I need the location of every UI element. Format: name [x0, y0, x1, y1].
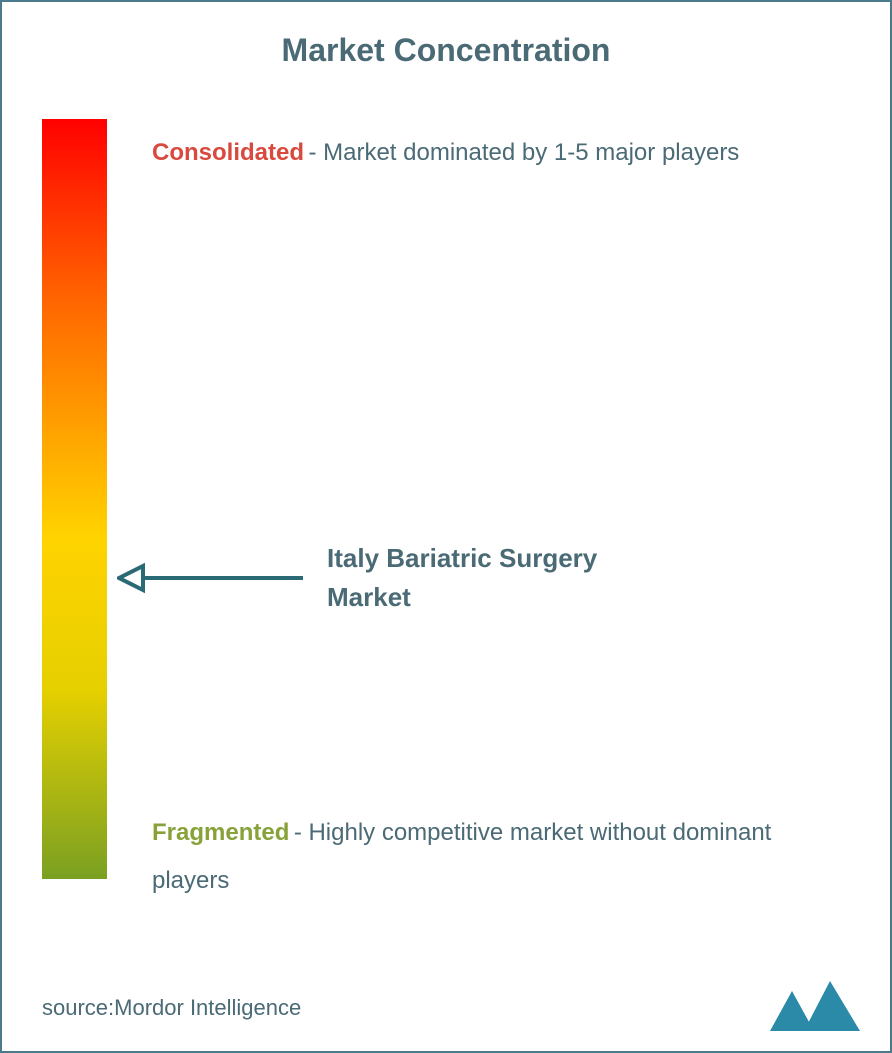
- consolidated-description: - Market dominated by 1-5 major players: [308, 139, 739, 166]
- chart-title: Market Concentration: [42, 32, 850, 69]
- source-attribution: source:Mordor Intelligence: [42, 995, 301, 1021]
- consolidated-label: Consolidated: [152, 139, 304, 166]
- mordor-logo-icon: [770, 981, 860, 1031]
- content-area: Consolidated - Market dominated by 1-5 m…: [42, 119, 850, 919]
- chart-container: Market Concentration Consolidated - Mark…: [0, 0, 892, 1053]
- consolidated-label-group: Consolidated - Market dominated by 1-5 m…: [152, 129, 852, 177]
- concentration-gradient-bar: [42, 119, 107, 879]
- fragmented-label: Fragmented: [152, 819, 289, 846]
- market-pointer-group: Italy Bariatric Surgery Market: [117, 539, 627, 617]
- fragmented-label-group: Fragmented - Highly competitive market w…: [152, 809, 852, 905]
- market-name-label: Italy Bariatric Surgery Market: [327, 539, 627, 617]
- arrow-left-icon: [117, 560, 307, 596]
